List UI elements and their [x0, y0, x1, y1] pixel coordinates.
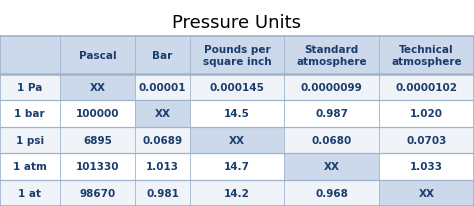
Text: 14.7: 14.7	[224, 162, 250, 171]
Text: Pascal: Pascal	[79, 51, 116, 61]
Text: 1.020: 1.020	[410, 109, 443, 119]
Bar	[190, 153, 284, 180]
Text: 98670: 98670	[79, 188, 116, 198]
Text: Bar: Bar	[152, 51, 173, 61]
Text: 101330: 101330	[76, 162, 119, 171]
Text: 14.5: 14.5	[224, 109, 250, 119]
Text: Technical
atmosphere: Technical atmosphere	[392, 45, 462, 66]
Text: 6895: 6895	[83, 135, 112, 145]
Text: 0.0703: 0.0703	[406, 135, 447, 145]
Bar	[190, 101, 284, 127]
Text: 1 atm: 1 atm	[13, 162, 47, 171]
Bar	[379, 74, 474, 101]
Bar	[60, 153, 136, 180]
Bar	[0, 37, 60, 74]
Bar	[60, 74, 136, 101]
Bar	[0, 180, 60, 206]
Bar	[136, 74, 190, 101]
Bar	[60, 127, 136, 153]
Bar	[190, 180, 284, 206]
Text: Pounds per
square inch: Pounds per square inch	[203, 45, 271, 66]
Text: Standard
atmosphere: Standard atmosphere	[297, 45, 367, 66]
Bar	[190, 37, 284, 74]
Text: 1.033: 1.033	[410, 162, 443, 171]
Bar	[284, 37, 379, 74]
Bar	[190, 127, 284, 153]
Bar	[0, 101, 60, 127]
Text: XX: XX	[229, 135, 245, 145]
Bar	[379, 37, 474, 74]
Bar	[284, 180, 379, 206]
Bar	[136, 101, 190, 127]
Bar	[284, 101, 379, 127]
Text: 14.2: 14.2	[224, 188, 250, 198]
Text: 0.0000099: 0.0000099	[301, 82, 363, 92]
Text: XX: XX	[419, 188, 435, 198]
Bar	[0, 74, 60, 101]
Bar	[60, 101, 136, 127]
Bar	[284, 153, 379, 180]
Bar	[136, 127, 190, 153]
Text: 0.00001: 0.00001	[139, 82, 186, 92]
Text: 1 at: 1 at	[18, 188, 41, 198]
Text: 0.0680: 0.0680	[312, 135, 352, 145]
Text: XX: XX	[90, 82, 106, 92]
Text: Pressure Units: Pressure Units	[173, 14, 301, 32]
Bar	[60, 180, 136, 206]
Bar	[284, 127, 379, 153]
Bar	[379, 153, 474, 180]
Bar	[0, 127, 60, 153]
Text: 1 bar: 1 bar	[15, 109, 45, 119]
Text: 0.981: 0.981	[146, 188, 179, 198]
Text: 0.0689: 0.0689	[143, 135, 182, 145]
Bar	[284, 74, 379, 101]
Bar	[379, 101, 474, 127]
Text: XX: XX	[155, 109, 171, 119]
Text: 0.0000102: 0.0000102	[396, 82, 457, 92]
Text: 100000: 100000	[76, 109, 119, 119]
Bar	[379, 127, 474, 153]
Bar	[60, 37, 136, 74]
Bar	[190, 74, 284, 101]
Bar	[136, 153, 190, 180]
Text: 1 psi: 1 psi	[16, 135, 44, 145]
Bar	[136, 37, 190, 74]
Text: 1.013: 1.013	[146, 162, 179, 171]
Text: 0.968: 0.968	[315, 188, 348, 198]
Bar	[136, 180, 190, 206]
Text: XX: XX	[324, 162, 340, 171]
Text: 1 Pa: 1 Pa	[17, 82, 43, 92]
Bar	[0, 153, 60, 180]
Bar	[379, 180, 474, 206]
Text: 0.987: 0.987	[315, 109, 348, 119]
Text: 0.000145: 0.000145	[210, 82, 264, 92]
